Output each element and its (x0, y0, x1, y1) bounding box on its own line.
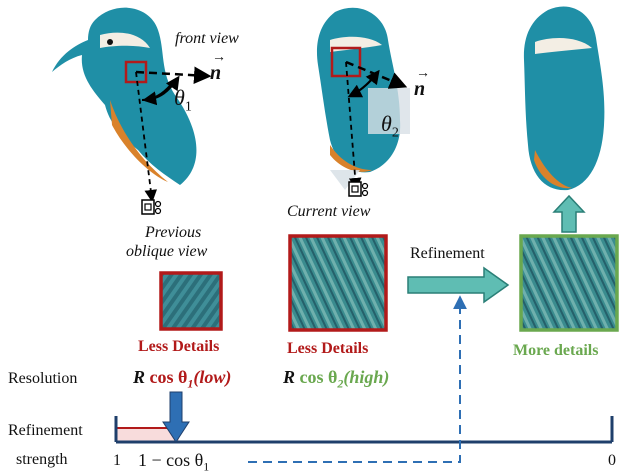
refinement-strength-label-1: Refinement (8, 422, 83, 439)
patch-previous-view (159, 271, 223, 331)
normal-vector-label-front: → n (210, 50, 226, 84)
refinement-label: Refinement (410, 245, 485, 262)
theta2-label: θ2 (381, 111, 399, 141)
patch-current-view (288, 234, 388, 332)
resolution-label: Resolution (8, 370, 78, 387)
resolution-high-formula: R cos θ2(high) (283, 367, 390, 391)
current-view-geometry (330, 46, 410, 191)
more-details-label: More details (513, 342, 599, 359)
front-patch-box (124, 60, 148, 84)
front-view-geometry (124, 60, 212, 203)
axis-right-tick: 0 (608, 452, 616, 469)
normal-vector-label-current: → n (414, 66, 430, 100)
refinement-strength-axis (114, 416, 614, 444)
bird-refined-view (523, 6, 605, 191)
previous-view-label-1: Previous (145, 224, 202, 241)
axis-left-tick: 1 (113, 452, 121, 469)
bird-front-view (52, 7, 197, 186)
refinement-strength-label-2: strength (16, 451, 68, 468)
resolution-low-formula: R cos θ1(low) (133, 367, 232, 391)
current-view-label: Current view (287, 203, 371, 220)
current-patch-box (330, 46, 362, 78)
marker-arrow (162, 391, 190, 443)
front-view-label: front view (175, 30, 239, 47)
camera-icon (141, 199, 162, 215)
theta1-label: θ1 (174, 85, 192, 115)
feedback-dashed-arrow (248, 295, 467, 463)
axis-marker-label: 1 − cos θ1 (138, 450, 210, 474)
patch-refined (519, 234, 619, 332)
up-arrow (552, 194, 586, 233)
camera-icon (348, 181, 369, 197)
previous-view-label-2: oblique view (126, 243, 208, 260)
less-details-label-1: Less Details (138, 338, 220, 355)
less-details-label-2: Less Details (287, 340, 369, 357)
refinement-arrow (407, 266, 510, 304)
